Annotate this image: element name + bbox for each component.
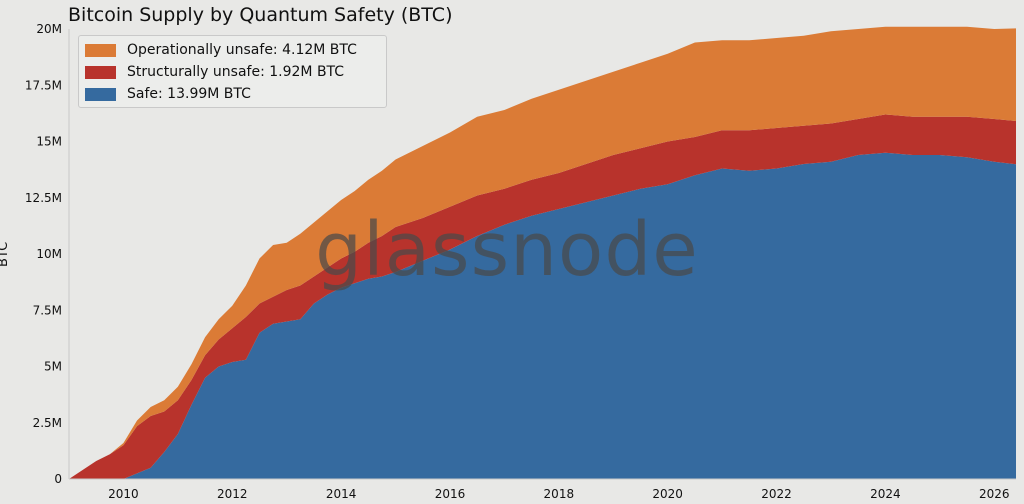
x-tick-label: 2010 (108, 487, 139, 501)
y-tick-label: 20M (36, 22, 62, 36)
legend-label-operationally-unsafe: Operationally unsafe: 4.12M BTC (127, 42, 357, 58)
x-tick-label: 2026 (979, 487, 1010, 501)
x-tick-label: 2018 (544, 487, 575, 501)
area-series-0 (69, 152, 1016, 479)
legend-item-operationally-unsafe: Operationally unsafe: 4.12M BTC (85, 39, 386, 61)
x-tick-label: 2024 (870, 487, 901, 501)
y-tick-label: 2.5M (33, 416, 62, 430)
y-tick-label: 7.5M (33, 303, 62, 317)
area-series-1 (69, 114, 1016, 479)
x-tick-label: 2016 (435, 487, 466, 501)
x-tick-label: 2020 (652, 487, 683, 501)
y-tick-label: 10M (36, 247, 62, 261)
legend: Operationally unsafe: 4.12M BTC Structur… (78, 35, 387, 108)
legend-swatch-operationally-unsafe (85, 43, 116, 57)
y-tick-label: 15M (36, 135, 62, 149)
legend-swatch-structurally-unsafe (85, 65, 116, 79)
y-tick-label: 5M (44, 360, 62, 374)
y-tick-label: 0 (54, 472, 62, 486)
watermark-logo: glassnode (315, 207, 699, 293)
area-series-2 (69, 26, 1016, 479)
x-tick-label: 2022 (761, 487, 792, 501)
legend-label-structurally-unsafe: Structurally unsafe: 1.92M BTC (127, 64, 345, 80)
x-tick-label: 2012 (217, 487, 248, 501)
legend-item-structurally-unsafe: Structurally unsafe: 1.92M BTC (85, 61, 386, 83)
y-tick-label: 17.5M (25, 78, 62, 92)
legend-swatch-safe (85, 87, 116, 101)
legend-item-safe: Safe: 13.99M BTC (85, 83, 386, 105)
legend-label-safe: Safe: 13.99M BTC (127, 86, 251, 102)
y-tick-label: 12.5M (25, 191, 62, 205)
x-tick-label: 2014 (326, 487, 357, 501)
chart-title: Bitcoin Supply by Quantum Safety (BTC) (68, 4, 453, 26)
